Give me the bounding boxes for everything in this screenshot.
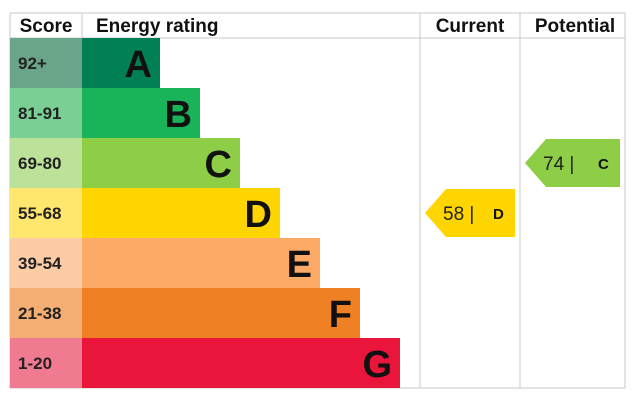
- score-range-b: 81-91: [18, 104, 61, 123]
- score-cell-a: [10, 38, 82, 88]
- header-potential: Potential: [535, 16, 615, 37]
- rating-bar-f: [82, 288, 360, 338]
- score-cell-c: [10, 138, 82, 188]
- rating-letter-f: F: [329, 294, 352, 336]
- current-rating-value: 58 |: [443, 204, 474, 225]
- score-cell-b: [10, 88, 82, 138]
- score-cell-d: [10, 188, 82, 238]
- header-current: Current: [436, 16, 505, 37]
- score-range-d: 55-68: [18, 204, 61, 223]
- rating-bar-a: [82, 38, 160, 88]
- score-cell-e: [10, 238, 82, 288]
- score-range-e: 39-54: [18, 254, 62, 273]
- score-range-g: 1-20: [18, 354, 52, 373]
- potential-rating-value: 74 |: [543, 154, 574, 175]
- rating-indicators: 58 | D 74 | C: [425, 139, 620, 237]
- rating-letter-e: E: [287, 244, 312, 286]
- rating-bar-b: [82, 88, 200, 138]
- current-rating-arrow: [425, 189, 515, 237]
- potential-rating-arrow: [525, 139, 620, 187]
- rating-bar-g: [82, 338, 400, 388]
- score-range-c: 69-80: [18, 154, 61, 173]
- score-cell-g: [10, 338, 82, 388]
- rating-bar-d: [82, 188, 280, 238]
- rating-bar-c: [82, 138, 240, 188]
- header-energy-rating: Energy rating: [96, 16, 218, 37]
- rating-bar-e: [82, 238, 320, 288]
- rating-letter-c: C: [205, 144, 232, 186]
- current-rating-letter: D: [493, 206, 504, 223]
- rating-letter-d: D: [245, 194, 272, 236]
- score-range-a: 92+: [18, 54, 47, 73]
- rating-letter-a: A: [125, 44, 152, 86]
- score-range-f: 21-38: [18, 304, 61, 323]
- potential-rating-letter: C: [598, 156, 609, 173]
- header-score: Score: [20, 16, 73, 37]
- score-cell-f: [10, 288, 82, 338]
- rating-letter-g: G: [362, 344, 392, 386]
- rating-bands: 92+ A 81-91 B 69-80 C 55-68 D 39-54 E 21-38 F 1-20 G: [10, 38, 400, 388]
- rating-letter-b: B: [165, 94, 192, 136]
